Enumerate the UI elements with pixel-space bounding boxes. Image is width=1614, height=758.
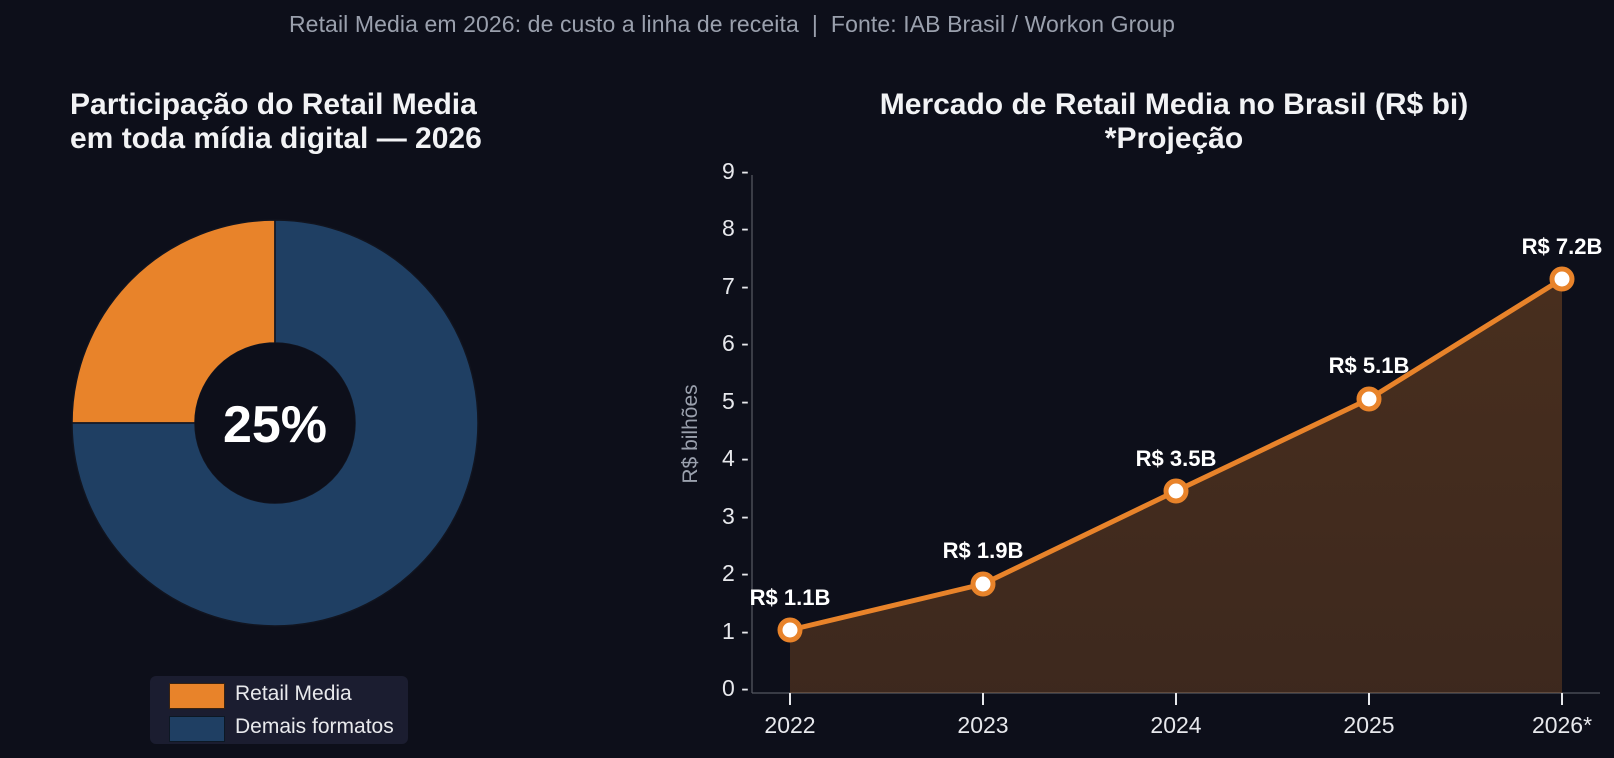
svg-text:4 -: 4 - — [722, 445, 749, 471]
svg-text:R$ 7.2B: R$ 7.2B — [1522, 234, 1603, 259]
svg-text:R$ 3.5B: R$ 3.5B — [1136, 446, 1217, 471]
svg-text:9 -: 9 - — [722, 158, 749, 184]
svg-text:8 -: 8 - — [722, 215, 749, 241]
svg-text:1 -: 1 - — [722, 618, 749, 644]
svg-text:R$ bilhões: R$ bilhões — [679, 384, 702, 483]
svg-text:5 -: 5 - — [722, 388, 749, 414]
svg-text:R$ 1.1B: R$ 1.1B — [750, 585, 831, 610]
svg-text:2026*: 2026* — [1532, 712, 1592, 738]
svg-text:6 -: 6 - — [722, 330, 749, 356]
svg-text:R$ 1.9B: R$ 1.9B — [943, 538, 1024, 563]
svg-text:0 -: 0 - — [722, 675, 749, 701]
svg-text:2 -: 2 - — [722, 560, 749, 586]
svg-text:R$ 5.1B: R$ 5.1B — [1329, 353, 1410, 378]
svg-text:2024: 2024 — [1150, 712, 1201, 738]
svg-text:7 -: 7 - — [722, 273, 749, 299]
svg-text:2025: 2025 — [1343, 712, 1394, 738]
svg-text:2023: 2023 — [957, 712, 1008, 738]
svg-text:3 -: 3 - — [722, 503, 749, 529]
svg-text:2022: 2022 — [764, 712, 815, 738]
